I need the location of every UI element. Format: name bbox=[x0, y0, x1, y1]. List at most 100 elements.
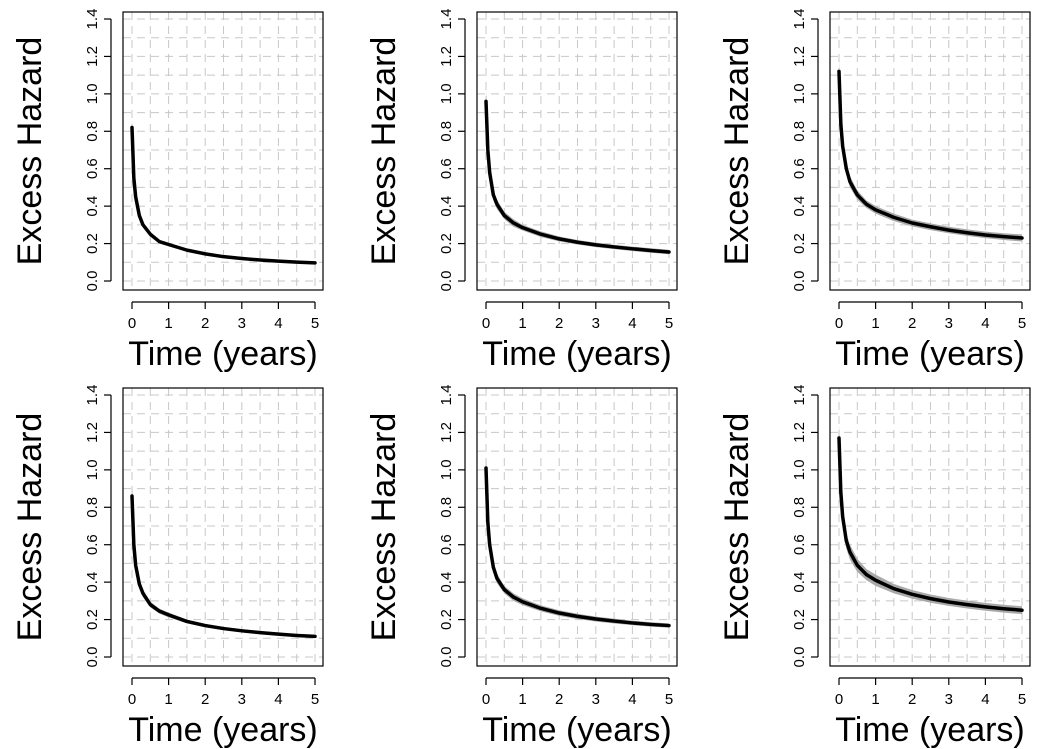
hazard-curve bbox=[130, 125, 317, 265]
y-axis-title: Excess Hazard bbox=[365, 413, 403, 642]
y-tick-label: 0.8 bbox=[791, 497, 808, 518]
x-tick-label: 4 bbox=[628, 315, 636, 332]
y-tick-label: 0.2 bbox=[84, 233, 101, 254]
y-tick-label: 1.4 bbox=[438, 9, 455, 30]
y-tick-label: 0.4 bbox=[84, 196, 101, 217]
y-axis-title: Excess Hazard bbox=[718, 413, 756, 642]
y-tick-label: 0.0 bbox=[791, 647, 808, 668]
y-tick-label: 1.2 bbox=[791, 422, 808, 443]
y-tick-label: 0.8 bbox=[84, 121, 101, 142]
y-tick-label: 1.4 bbox=[791, 9, 808, 30]
plot-frame bbox=[829, 11, 1031, 291]
x-axis-title: Time (years) bbox=[482, 711, 672, 749]
y-tick-label: 0.0 bbox=[84, 271, 101, 292]
panel-3: 0.0 0.2 0.4 0.6 0.8 1.0 1.2 1.4 0 1 2 3 4 5 Time (year… bbox=[718, 9, 1031, 373]
x-tick-label: 5 bbox=[1018, 691, 1026, 708]
y-tick-label: 1.4 bbox=[84, 385, 101, 406]
y-tick-label: 0.2 bbox=[438, 233, 455, 254]
hazard-curve bbox=[837, 436, 1024, 612]
y-tick-label: 0.6 bbox=[438, 158, 455, 179]
y-tick-label: 1.4 bbox=[438, 385, 455, 406]
x-tick-label: 0 bbox=[482, 315, 490, 332]
x-tick-label: 0 bbox=[128, 315, 136, 332]
y-axis-title: Excess Hazard bbox=[365, 37, 403, 266]
x-tick-label: 1 bbox=[871, 315, 879, 332]
y-tick-label: 0.6 bbox=[791, 158, 808, 179]
y-tick-label: 0.4 bbox=[438, 572, 455, 593]
y-tick-label: 0.2 bbox=[791, 233, 808, 254]
y-tick-label: 0.8 bbox=[84, 497, 101, 518]
hazard-curve bbox=[484, 466, 671, 628]
y-tick-label: 1.2 bbox=[84, 422, 101, 443]
x-tick-label: 5 bbox=[1018, 315, 1026, 332]
panel-4: 0.0 0.2 0.4 0.6 0.8 1.0 1.2 1.4 0 1 2 3 4 5 Time (year… bbox=[11, 385, 324, 749]
x-tick-label: 0 bbox=[482, 691, 490, 708]
x-tick-label: 2 bbox=[908, 691, 916, 708]
y-tick-label: 1.0 bbox=[438, 83, 455, 104]
x-tick-label: 1 bbox=[518, 691, 526, 708]
x-tick-label: 0 bbox=[835, 691, 843, 708]
y-tick-label: 0.4 bbox=[438, 196, 455, 217]
plot-frame bbox=[122, 11, 324, 291]
x-axis-title: Time (years) bbox=[835, 711, 1025, 749]
y-tick-label: 1.0 bbox=[791, 83, 808, 104]
x-tick-label: 0 bbox=[835, 315, 843, 332]
y-tick-label: 0.2 bbox=[791, 609, 808, 630]
y-axis-title: Excess Hazard bbox=[11, 413, 49, 642]
x-tick-label: 2 bbox=[908, 315, 916, 332]
x-tick-label: 4 bbox=[274, 691, 282, 708]
y-tick-label: 0.8 bbox=[438, 121, 455, 142]
y-tick-label: 0.8 bbox=[791, 121, 808, 142]
y-tick-label: 1.0 bbox=[791, 459, 808, 480]
x-tick-label: 5 bbox=[665, 315, 673, 332]
y-tick-label: 1.2 bbox=[84, 46, 101, 67]
y-tick-label: 0.6 bbox=[791, 534, 808, 555]
x-tick-label: 1 bbox=[871, 691, 879, 708]
panel-2: 0.0 0.2 0.4 0.6 0.8 1.0 1.2 1.4 0 1 2 3 4 5 Time (year… bbox=[365, 9, 678, 373]
x-tick-label: 3 bbox=[238, 691, 246, 708]
plot-frame bbox=[476, 387, 678, 667]
x-axis-title: Time (years) bbox=[835, 335, 1025, 373]
x-tick-label: 1 bbox=[518, 315, 526, 332]
y-tick-label: 0.8 bbox=[438, 497, 455, 518]
panel-5: 0.0 0.2 0.4 0.6 0.8 1.0 1.2 1.4 0 1 2 3 4 5 Time (year… bbox=[365, 385, 678, 749]
x-axis-title: Time (years) bbox=[482, 335, 672, 373]
y-tick-label: 1.4 bbox=[791, 385, 808, 406]
y-tick-label: 0.2 bbox=[438, 609, 455, 630]
hazard-curve bbox=[484, 99, 671, 254]
y-tick-label: 0.0 bbox=[791, 271, 808, 292]
y-axis-title: Excess Hazard bbox=[718, 37, 756, 266]
plot-frame bbox=[476, 11, 678, 291]
y-tick-label: 1.0 bbox=[84, 83, 101, 104]
y-tick-label: 0.0 bbox=[438, 271, 455, 292]
panel-6: 0.0 0.2 0.4 0.6 0.8 1.0 1.2 1.4 0 1 2 3 4 5 Time (year… bbox=[718, 385, 1031, 749]
plot-frame bbox=[829, 387, 1031, 667]
x-tick-label: 2 bbox=[201, 315, 209, 332]
x-axis-title: Time (years) bbox=[128, 711, 318, 749]
x-tick-label: 3 bbox=[592, 691, 600, 708]
y-tick-label: 0.4 bbox=[791, 572, 808, 593]
y-tick-label: 1.4 bbox=[84, 9, 101, 30]
x-tick-label: 2 bbox=[555, 691, 563, 708]
x-tick-label: 1 bbox=[164, 691, 172, 708]
x-tick-label: 3 bbox=[592, 315, 600, 332]
x-tick-label: 2 bbox=[201, 691, 209, 708]
x-tick-label: 4 bbox=[628, 691, 636, 708]
plot-frame bbox=[122, 387, 324, 667]
y-tick-label: 0.6 bbox=[438, 534, 455, 555]
y-tick-label: 1.2 bbox=[438, 422, 455, 443]
x-tick-label: 3 bbox=[945, 691, 953, 708]
y-tick-label: 0.4 bbox=[791, 196, 808, 217]
hazard-curve bbox=[130, 494, 317, 639]
x-tick-label: 1 bbox=[164, 315, 172, 332]
x-tick-label: 5 bbox=[665, 691, 673, 708]
y-tick-label: 1.0 bbox=[84, 459, 101, 480]
panel-1: 0.0 0.2 0.4 0.6 0.8 1.0 1.2 1.4 0 1 2 3 4 5 Time (year… bbox=[11, 9, 324, 373]
x-tick-label: 3 bbox=[238, 315, 246, 332]
x-tick-label: 5 bbox=[311, 315, 319, 332]
x-axis-title: Time (years) bbox=[128, 335, 318, 373]
x-tick-label: 3 bbox=[945, 315, 953, 332]
x-tick-label: 0 bbox=[128, 691, 136, 708]
x-tick-label: 2 bbox=[555, 315, 563, 332]
